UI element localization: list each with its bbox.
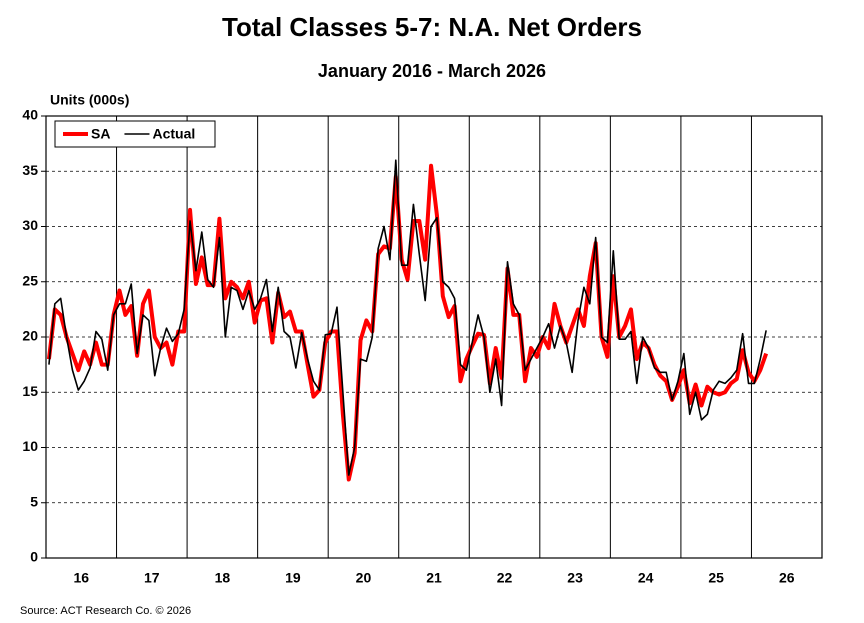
series-line [48, 159, 767, 476]
y-tick-label: 35 [22, 162, 38, 178]
x-tick-label: 18 [215, 570, 231, 586]
chart-subtitle: January 2016 - March 2026 [318, 61, 546, 81]
series-line [46, 163, 769, 482]
x-tick-label: 24 [638, 570, 654, 586]
chart-title: Total Classes 5-7: N.A. Net Orders [222, 12, 642, 42]
x-tick-label: 16 [73, 570, 89, 586]
y-tick-label: 20 [22, 328, 38, 344]
legend-label: Actual [152, 126, 195, 142]
y-tick-label: 5 [30, 493, 38, 509]
x-tick-label: 23 [567, 570, 583, 586]
x-tick-label: 19 [285, 570, 301, 586]
legend-label: SA [91, 126, 110, 142]
y-tick-label: 10 [22, 438, 38, 454]
y-axis-label: Units (000s) [50, 92, 129, 108]
y-tick-label: 15 [22, 383, 38, 399]
y-tick-label: 0 [30, 549, 38, 565]
y-tick-label: 40 [22, 107, 38, 123]
x-tick-label: 22 [497, 570, 513, 586]
x-tick-label: 25 [708, 570, 724, 586]
source: Source: ACT Research Co. © 2026 [20, 605, 191, 617]
x-tick-label: 20 [356, 570, 372, 586]
y-tick-label: 25 [22, 272, 38, 288]
x-tick-label: 21 [426, 570, 442, 586]
plot-border [45, 115, 823, 559]
y-tick-label: 30 [22, 217, 38, 233]
x-tick-label: 17 [144, 570, 160, 586]
x-tick-label: 26 [779, 570, 795, 586]
